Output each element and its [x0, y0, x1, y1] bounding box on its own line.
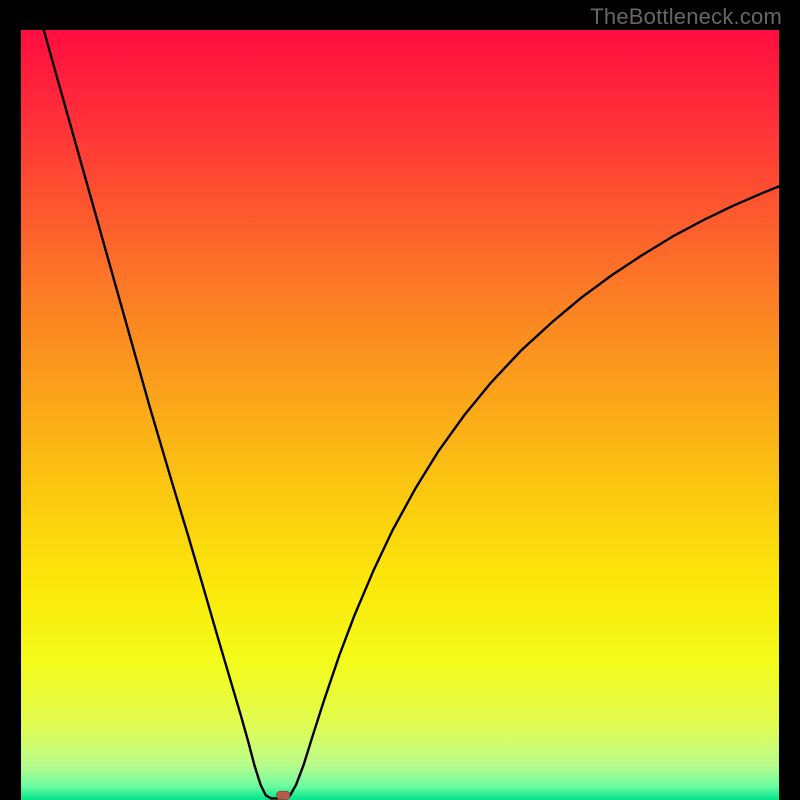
- min-marker: [276, 791, 290, 799]
- watermark-text: TheBottleneck.com: [590, 4, 782, 30]
- chart-svg: [21, 30, 779, 800]
- chart-background: [21, 30, 779, 800]
- plot-area: [21, 30, 779, 800]
- chart-frame: [21, 30, 779, 800]
